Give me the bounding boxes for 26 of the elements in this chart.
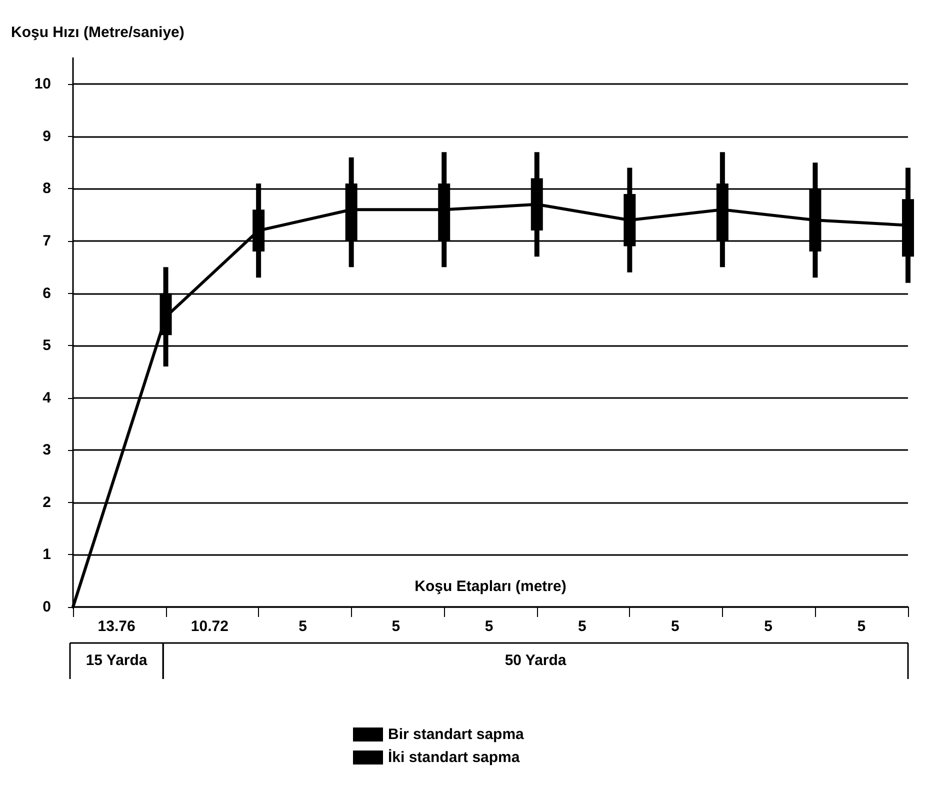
y-axis-title: Koşu Hızı (Metre/saniye) xyxy=(11,24,184,41)
text: 5 xyxy=(857,618,866,635)
y-tick-label: 10 xyxy=(34,76,51,93)
y-tick-label: 1 xyxy=(42,546,51,564)
text: 5 xyxy=(671,618,680,635)
y-tick-label: 7 xyxy=(42,232,51,250)
text: 5 xyxy=(392,618,400,635)
text: 50 Yarda xyxy=(504,652,567,669)
legend-label: Bir standart sapma xyxy=(388,726,525,743)
y-tick-label: 2 xyxy=(42,494,51,511)
y-tick-label: 8 xyxy=(42,180,51,198)
y-tick-label: 9 xyxy=(42,128,51,145)
text: 10.72 xyxy=(190,618,228,635)
x-axis-title: Koşu Etapları (metre) xyxy=(414,578,566,595)
y-tick-label: 0 xyxy=(42,598,51,616)
legend-label: İki standart sapma xyxy=(388,749,520,766)
y-tick-label: 5 xyxy=(42,337,51,354)
text: 5 xyxy=(298,618,307,635)
text: 15 Yarda xyxy=(86,652,148,669)
y-tick-label: 3 xyxy=(42,442,51,459)
text: 5 xyxy=(764,618,773,635)
text: 13.76 xyxy=(98,618,136,635)
y-tick-label: 4 xyxy=(42,389,52,406)
y-tick-label: 6 xyxy=(42,284,51,302)
text: 5 xyxy=(484,618,494,635)
text: 5 xyxy=(578,618,586,635)
